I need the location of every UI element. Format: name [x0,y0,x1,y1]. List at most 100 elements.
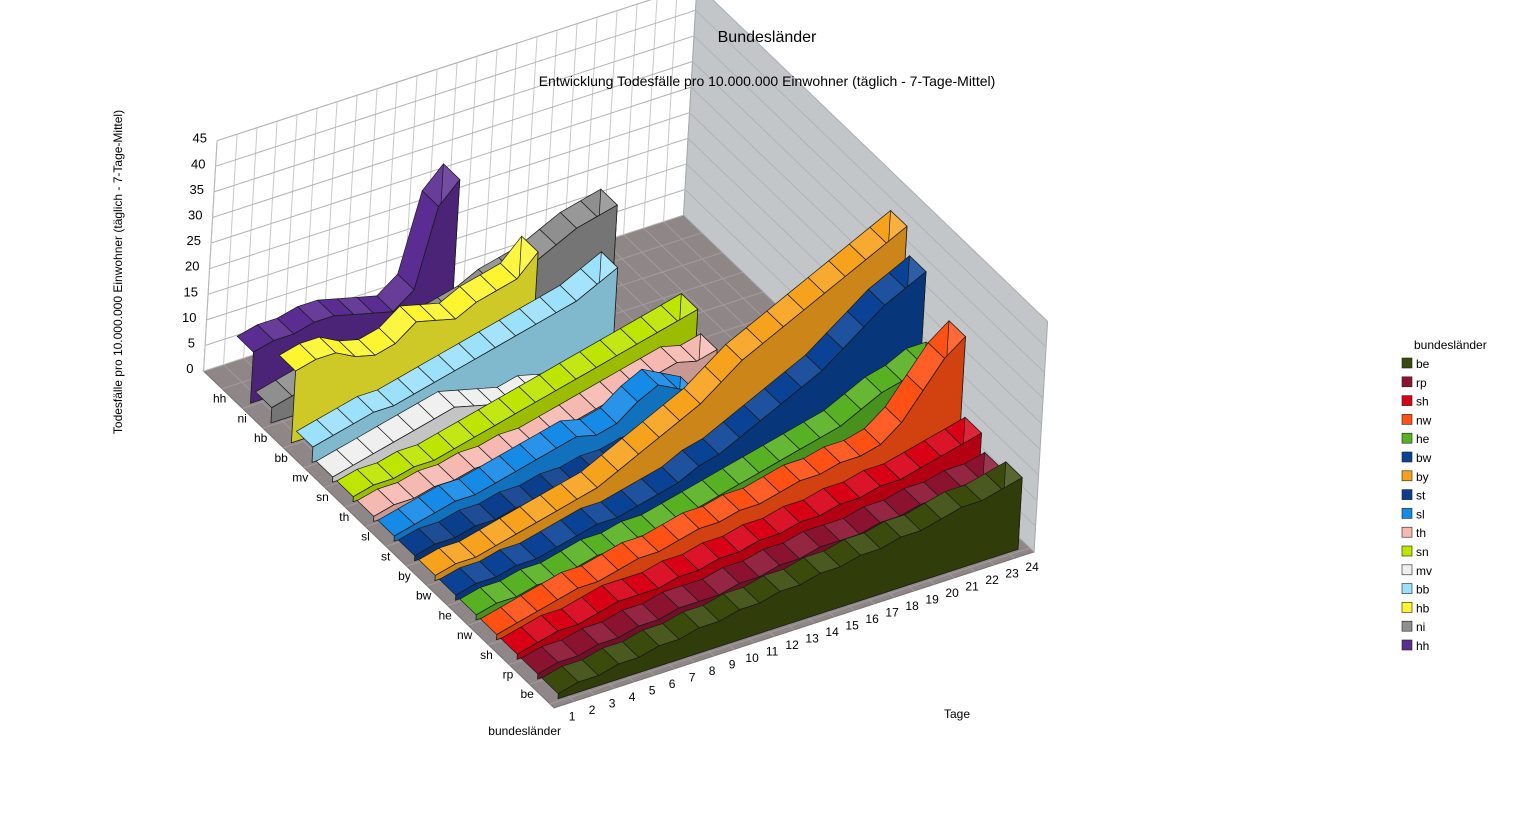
back-wall-gridline [323,101,338,333]
y-tick-label: 5 [188,336,195,351]
back-wall-gridline [543,30,558,261]
depth-tick-label: nw [457,628,473,642]
depth-tick-label: mv [292,471,308,485]
legend-swatch [1401,564,1413,576]
y-axis-line [203,140,218,372]
legend-label: be [1416,357,1430,371]
legend-label: bb [1416,583,1430,597]
legend-swatch [1401,470,1413,482]
y-tick-label: 0 [186,361,193,376]
x-tick-label: 9 [729,658,736,672]
y-gridline [216,0,1048,322]
legend-swatch [1401,414,1413,425]
back-wall-gridline [283,114,298,346]
x-tick-label: 18 [905,599,919,613]
legend-label: hb [1416,601,1430,615]
x-tick-label: 16 [865,612,879,626]
back-wall-gridline [383,82,398,313]
legend-swatch [1401,602,1413,613]
depth-tick-label: bw [416,589,432,603]
legend-title: bundesländer [1414,338,1487,352]
back-wall-gridline [623,4,638,235]
x-tick-label: 23 [1005,567,1019,581]
y-tick-label: 20 [185,259,199,274]
legend-swatch [1401,489,1413,500]
legend-label: sh [1416,395,1429,409]
depth-axis-label: bundesländer [488,724,561,738]
series-sh [500,416,982,660]
y-gridline [212,60,1044,399]
back-wall-gridline [663,0,678,222]
x-tick-label: 20 [945,586,959,600]
series-front-face [311,267,619,463]
legend-swatch [1401,639,1413,651]
legend-label: st [1416,489,1426,503]
back-wall-gridline [643,0,658,229]
x-tick-label: 14 [825,625,839,639]
depth-tick-label: bb [274,451,288,465]
legend-label: sl [1416,507,1425,521]
legend-swatch [1401,526,1413,538]
x-tick-label: 8 [709,664,716,678]
x-tick-label: 5 [649,684,656,698]
back-wall-gridline [463,56,478,287]
x-tick-label: 10 [745,651,759,665]
chart-title: Bundesländer [718,29,817,46]
y-tick-label: 25 [187,233,201,248]
series-front-face [557,477,1023,700]
series-front-face [516,432,982,660]
back-wall-gridline [523,36,538,268]
x-tick-label: 4 [629,690,636,704]
depth-tick-label: sn [316,490,329,504]
legend-swatch [1401,451,1413,463]
x-tick-label: 6 [669,677,676,691]
depth-tick-label: st [381,549,391,563]
legend-swatch [1401,583,1413,594]
depth-tick-label: ni [237,411,246,425]
legend-label: bw [1416,451,1432,465]
back-wall-gridline [223,134,238,365]
legend-label: he [1416,432,1430,446]
depth-tick-label: he [438,608,452,622]
x-tick-label: 1 [569,710,576,724]
x-tick-label: 7 [689,671,696,685]
x-tick-label: 19 [925,593,939,607]
depth-tick-label: hh [213,392,226,406]
depth-tick-label: by [398,569,411,583]
depth-tick-label: rp [503,668,514,682]
back-wall-gridline [363,88,378,320]
legend-swatch [1401,432,1413,444]
legend-swatch [1401,395,1413,406]
y-gridline [210,86,1042,425]
legend-label: rp [1416,376,1427,390]
x-tick-label: 12 [785,638,799,652]
x-tick-label: 13 [805,632,819,646]
x-tick-label: 17 [885,606,899,620]
legend-swatch [1401,620,1413,632]
series-layer [236,163,1023,700]
x-tick-label: 3 [609,697,616,711]
back-wall-gridline [303,108,318,339]
x-tick-label: 11 [766,645,779,659]
legend-label: by [1416,470,1429,484]
legend-swatch [1401,376,1413,388]
x-axis-label: Tage [944,707,970,721]
y-tick-label: 10 [182,310,196,325]
back-wall-gridline [343,95,358,326]
depth-tick-label: hb [254,431,268,445]
legend-swatch [1401,545,1413,557]
legend-swatch [1401,357,1413,369]
series-front-face [290,251,539,444]
back-wall-gridline [483,49,498,281]
y-tick-label: 30 [188,208,202,223]
series-bb [296,251,619,463]
legend-label: th [1416,526,1426,540]
series-be [541,461,1023,700]
legend-label: hh [1416,639,1429,653]
legend-label: sn [1416,545,1429,559]
y-gridline [215,9,1047,348]
depth-tick-label: sl [361,530,370,544]
depth-tick-label: th [339,510,349,524]
